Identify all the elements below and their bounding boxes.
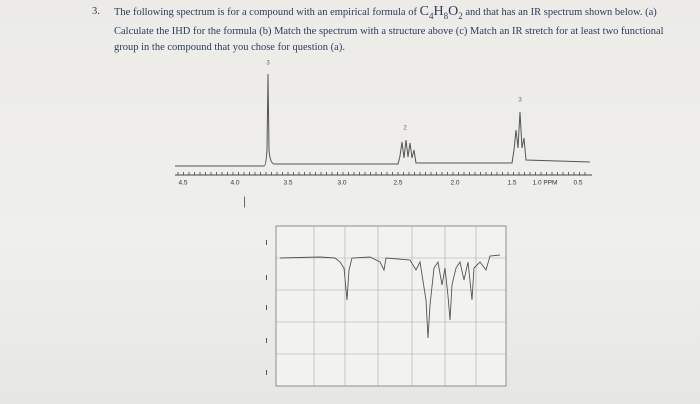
formula-subscript: 8 [443, 10, 449, 21]
nmr-axis-label: 4.5 [178, 180, 187, 187]
formula: C4H8O2 [419, 4, 463, 21]
ir-tick [266, 275, 267, 280]
nmr-axis-label: 2.5 [393, 180, 402, 187]
nmr-integration-label: 2 [403, 126, 407, 132]
formula-subscript: 2 [458, 10, 463, 21]
nmr-axis-label: 3.5 [283, 180, 292, 187]
ir-frame [275, 225, 507, 387]
nmr-axis-label: 1.0 PPM [533, 180, 558, 187]
ir-grid [276, 226, 506, 386]
nmr-integration-label: 3 [518, 98, 522, 104]
formula-part: C [419, 4, 429, 19]
nmr-axis-label: 3.0 [337, 180, 346, 187]
nmr-axis-label: 2.0 [450, 180, 459, 187]
question: 3. The following spectrum is for a compo… [92, 4, 672, 56]
ir-tick [266, 305, 267, 310]
ir-spectrum [266, 225, 507, 387]
ir-tick [266, 240, 267, 245]
ir-axis-ticks [266, 240, 267, 375]
question-text-before: The following spectrum is for a compound… [114, 7, 420, 18]
ir-tick [266, 338, 267, 343]
formula-subscript: 4 [428, 10, 434, 21]
question-text-after: and that has an IR spectrum shown below.… [114, 7, 664, 53]
text-cursor: | [243, 194, 246, 208]
nmr-axis-label: 0.5 [573, 180, 582, 187]
formula-part: O [448, 4, 459, 19]
question-text: The following spectrum is for a compound… [114, 4, 672, 56]
nmr-ticks [177, 172, 586, 175]
ir-trace [279, 254, 501, 339]
nmr-integration-label: 3 [266, 61, 270, 67]
nmr-trace [175, 73, 591, 167]
ir-tick [266, 370, 267, 375]
nmr-axis-label: 1.5 [507, 180, 516, 187]
question-number: 3. [92, 6, 100, 17]
nmr-spectrum [175, 73, 592, 176]
formula-part: H [433, 4, 444, 19]
nmr-axis-label: 4.0 [230, 180, 239, 187]
